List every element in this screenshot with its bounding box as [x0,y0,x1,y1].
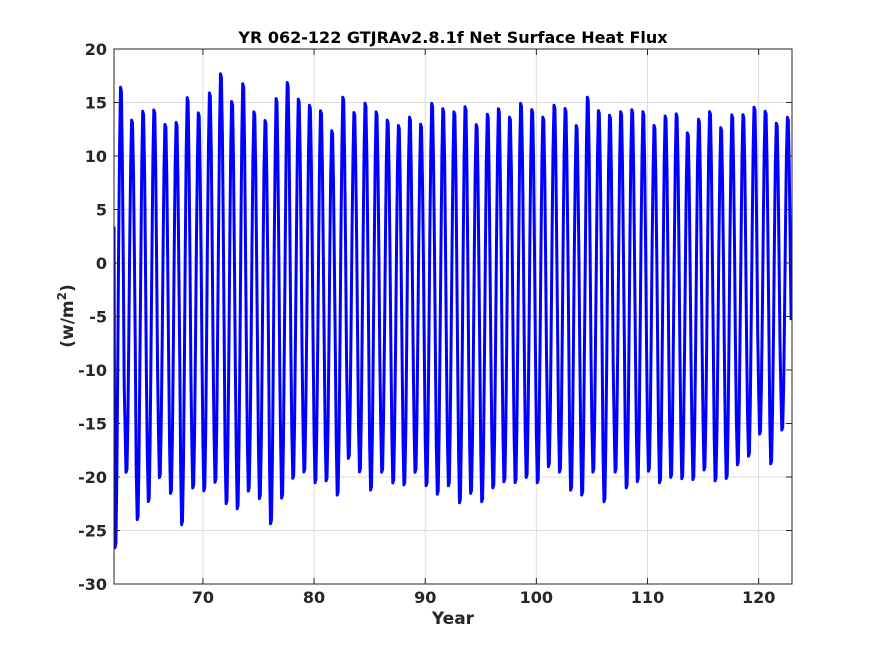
y-tick-label: 15 [85,94,107,113]
x-tick-label: 70 [192,588,214,607]
series-line [114,72,792,550]
y-axis-title-superscript: 2 [55,292,69,300]
y-tick-label: -10 [78,361,107,380]
y-tick-label: -15 [78,415,107,434]
y-axis-title-close: ) [58,284,78,292]
x-tick-label: 100 [520,588,553,607]
y-tick-label: -30 [78,575,107,594]
y-tick-label: 5 [96,201,107,220]
x-axis-title: Year [431,609,475,629]
y-axis-title-main: (w/m [58,300,78,347]
chart-title: YR 062-122 GTJRAv2.8.1f Net Surface Heat… [237,28,668,47]
y-axis-title: (w/m2) [55,284,78,348]
y-tick-label: 20 [85,40,107,59]
y-tick-label: -25 [78,522,107,541]
y-tick-label: 10 [85,147,107,166]
y-tick-label: 0 [96,254,107,273]
axis-ticks: 70 80 90 100 110 120 -30 -25 -20 -15 -10 -5 0 5 10 15 20 [78,40,792,607]
x-tick-label: 120 [742,588,775,607]
x-tick-label: 80 [303,588,325,607]
y-tick-label: -5 [89,308,107,327]
y-tick-label: -20 [78,468,107,487]
x-tick-label: 90 [414,588,436,607]
x-tick-label: 110 [631,588,664,607]
data-series [114,72,792,550]
